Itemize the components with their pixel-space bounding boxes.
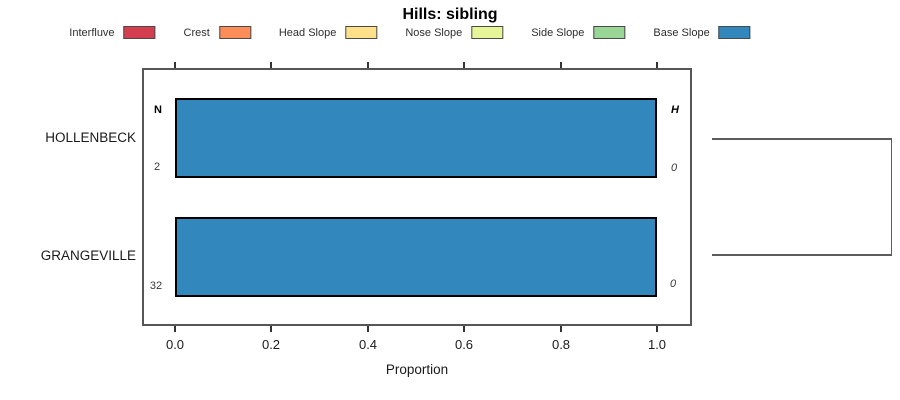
h-column-header: H <box>671 104 679 116</box>
x-axis-top-tick <box>656 62 658 68</box>
x-axis-tick <box>463 326 465 332</box>
h-value-grangeville: 0 <box>669 278 677 290</box>
x-axis-tick <box>270 326 272 332</box>
x-axis-tick-label: 0.0 <box>165 337 185 352</box>
y-axis-category-grangeville: GRANGEVILLE <box>40 248 136 263</box>
x-axis-tick-label: 0.8 <box>551 337 571 352</box>
x-axis-tick-label: 0.4 <box>358 337 378 352</box>
legend-item-nose-slope: Nose Slope <box>405 26 504 39</box>
legend: Interfluve Crest Head Slope Nose Slope S… <box>69 26 751 39</box>
legend-label: Head Slope <box>278 26 337 39</box>
legend-label: Interfluve <box>69 26 115 39</box>
x-axis-title: Proportion <box>385 362 449 377</box>
x-axis-tick-label: 0.6 <box>454 337 474 352</box>
legend-item-base-slope: Base Slope <box>653 26 751 39</box>
x-axis-tick <box>174 326 176 332</box>
legend-item-interfluve: Interfluve <box>69 26 156 39</box>
legend-item-head-slope: Head Slope <box>279 26 378 39</box>
legend-label: Base Slope <box>653 26 710 39</box>
x-axis-top-tick <box>560 62 562 68</box>
legend-swatch-interfluve <box>123 26 156 39</box>
legend-label: Nose Slope <box>405 26 463 39</box>
legend-item-side-slope: Side Slope <box>531 26 626 39</box>
x-axis-top-tick <box>367 62 369 68</box>
dendrogram-branch-grangeville <box>712 254 892 256</box>
legend-swatch-nose-slope <box>471 26 504 39</box>
legend-swatch-crest <box>218 26 251 39</box>
legend-label: Side Slope <box>531 26 585 39</box>
bar-base-slope-hollenbeck <box>175 98 657 178</box>
legend-swatch-head-slope <box>345 26 378 39</box>
dendrogram-join <box>890 138 892 255</box>
bar-base-slope-grangeville <box>175 217 657 297</box>
x-axis-top-tick <box>174 62 176 68</box>
x-axis-tick <box>367 326 369 332</box>
legend-label: Crest <box>183 26 210 39</box>
legend-swatch-side-slope <box>593 26 626 39</box>
h-value-hollenbeck: 0 <box>670 162 678 174</box>
n-value-hollenbeck: 2 <box>153 161 161 173</box>
n-column-header: N <box>154 104 162 116</box>
x-axis-tick <box>656 326 658 332</box>
chart-title: Hills: sibling <box>402 6 498 23</box>
y-axis-category-hollenbeck: HOLLENBECK <box>45 130 136 145</box>
x-axis-tick-label: 1.0 <box>647 337 667 352</box>
x-axis-top-tick <box>270 62 272 68</box>
x-axis-tick-label: 0.2 <box>261 337 281 352</box>
n-value-grangeville: 32 <box>149 280 163 292</box>
dendrogram-branch-hollenbeck <box>712 138 892 140</box>
legend-swatch-base-slope <box>718 26 751 39</box>
x-axis-top-tick <box>463 62 465 68</box>
legend-item-crest: Crest <box>184 26 251 39</box>
x-axis-tick <box>560 326 562 332</box>
